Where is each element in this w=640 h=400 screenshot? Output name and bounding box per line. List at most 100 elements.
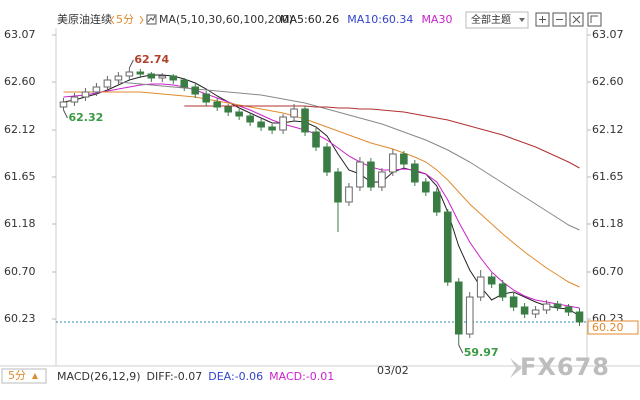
ma-line (184, 105, 580, 169)
candle-body (268, 126, 276, 131)
y-tick-label-right: 62.12 (592, 123, 624, 136)
symbol-title: 美原油连续 (57, 12, 112, 26)
period-button[interactable] (1, 368, 47, 384)
watermark-logo (510, 358, 522, 378)
candle-body (487, 276, 496, 285)
annotation-pointer (128, 59, 134, 69)
toolbar-button[interactable] (552, 12, 567, 27)
period-button-label[interactable]: 5分 (8, 369, 26, 382)
legend: MA5:60.26 MA10:60.34 MA30 (280, 13, 452, 26)
candle-body (345, 186, 353, 203)
indicator-label: MA(5,10,30,60,100,200) (159, 13, 293, 26)
legend-entry: MA5:60.26 (280, 13, 339, 26)
y-tick-label-right: 62.60 (592, 75, 624, 88)
y-tick-label-right: 60.70 (592, 265, 624, 278)
theme-button-label[interactable]: 全部主题 (471, 13, 511, 26)
candle-body (454, 281, 463, 335)
candle-body (520, 306, 529, 315)
candle-body (125, 71, 134, 77)
candle-body (191, 86, 200, 95)
candle-body (312, 131, 320, 148)
candle-body (136, 71, 145, 75)
y-tick-label: 61.65 (4, 170, 36, 183)
candle-body (443, 211, 452, 283)
y-tick-label: 61.18 (4, 217, 36, 230)
x-tick-label: 03/02 (377, 364, 409, 377)
toolbar-button[interactable] (535, 12, 550, 27)
candle-body (213, 101, 221, 108)
candle-body (465, 296, 474, 335)
candle-body (356, 161, 364, 188)
y-tick-label: 63.07 (4, 28, 36, 41)
candle-body (334, 171, 342, 203)
y-tick-label: 60.70 (4, 265, 36, 278)
y-tick-label: 60.23 (4, 312, 36, 325)
period-label[interactable]: 5分 (116, 13, 134, 26)
macd-legend: DIFF:-0.07 DEA:-0.06 MACD:-0.01 (147, 370, 335, 383)
candle-body (70, 96, 79, 103)
y-tick-label-right: 63.07 (592, 28, 624, 41)
annotation-label: 59.97 (464, 346, 499, 359)
candle-body (542, 303, 551, 311)
candle-body (553, 303, 562, 308)
period-button-arrow (32, 373, 38, 379)
candle-body (103, 79, 112, 88)
candle-body (114, 75, 123, 81)
candle-body (575, 311, 584, 323)
macd-entry: MACD:-0.01 (269, 370, 334, 383)
candle-body (169, 75, 178, 81)
candle-body (257, 121, 265, 128)
candle-body (400, 153, 408, 165)
candle-body (147, 73, 156, 79)
candle-body (301, 108, 309, 133)
legend-entry: MA10:60.34 (347, 13, 413, 26)
candle-body (378, 171, 386, 188)
watermark: FX678 (510, 353, 610, 381)
candle-body (531, 309, 540, 315)
candle-body (367, 161, 375, 188)
annotation-pointer (458, 344, 464, 354)
dropdown-arrow (519, 18, 525, 22)
candle-body (224, 106, 232, 113)
indicator-toggle[interactable] (146, 14, 157, 25)
plot-area: 63.07 63.07 62.60 62.60 62.12 62.12 61.65 61.65… (4, 28, 639, 377)
watermark-text: FX678 (520, 353, 610, 381)
macd-entry: DEA:-0.06 (208, 370, 263, 383)
y-tick-label-right: 61.18 (592, 217, 624, 230)
candle-body (389, 153, 397, 173)
candle-body (509, 296, 518, 308)
last-price-label: 60.20 (592, 321, 624, 334)
toolbar (535, 12, 602, 27)
candle-body (158, 75, 167, 79)
prev-period-icon[interactable] (110, 15, 115, 25)
candle-body (323, 146, 331, 173)
annotation-label: 62.32 (68, 111, 103, 124)
candle-body (432, 191, 441, 213)
candle-body (476, 276, 485, 298)
legend-entry: MA30 (421, 13, 452, 26)
candle-body (202, 93, 211, 103)
toolbar-icon (572, 15, 581, 24)
candle-body (59, 101, 68, 108)
candle-body (411, 163, 419, 183)
ma-line (63, 83, 580, 309)
toolbar-button[interactable] (587, 12, 602, 27)
candle-body (422, 181, 430, 193)
candle-body (246, 115, 254, 123)
candle-body (290, 108, 298, 118)
theme-button[interactable] (465, 11, 529, 29)
candle-body (235, 111, 243, 117)
y-tick-label: 62.12 (4, 123, 36, 136)
next-period-icon[interactable] (139, 15, 144, 25)
macd-title: MACD(26,12,9) (57, 370, 141, 383)
ma-line (63, 91, 580, 288)
candle-body (92, 86, 101, 93)
toolbar-button[interactable] (569, 12, 584, 27)
candle-body (564, 306, 573, 313)
candle-body (180, 79, 189, 88)
macd-entry: DIFF:-0.07 (147, 370, 203, 383)
annotation-pointer (63, 109, 68, 119)
y-tick-label: 62.60 (4, 75, 36, 88)
